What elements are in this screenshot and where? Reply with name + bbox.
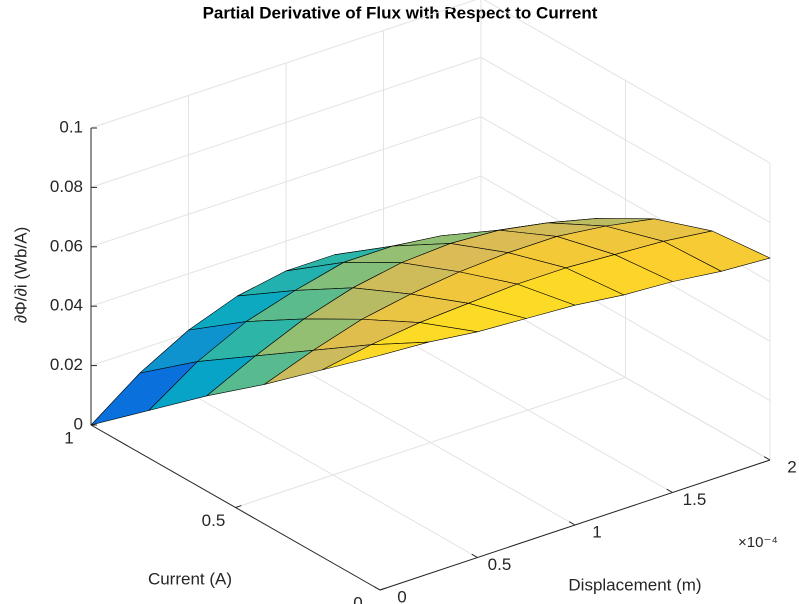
x-tick-label: 1.5	[683, 490, 707, 509]
x-tick-label: 1	[592, 522, 601, 541]
z-tick-label: 0.1	[59, 117, 83, 136]
y-tick-label: 0.5	[202, 511, 226, 530]
tick-mark	[235, 505, 242, 508]
x-tick-label: 0	[397, 587, 406, 604]
grid-line	[483, 0, 771, 164]
grid-line	[235, 377, 626, 508]
grid-line	[90, 0, 477, 129]
grid-line	[480, 294, 771, 461]
tick-mark	[763, 456, 771, 461]
x-axis-label: Displacement (m)	[568, 575, 701, 594]
x-multiplier: ×10⁻⁴	[738, 534, 778, 551]
tick-mark	[471, 553, 478, 558]
grid-line	[90, 116, 482, 248]
z-tick-label: 0.02	[50, 355, 83, 374]
z-tick-label: 0.04	[50, 296, 83, 315]
z-tick-label: 0.06	[50, 236, 83, 255]
chart-title: Partial Derivative of Flux with Respect …	[203, 3, 598, 22]
tick-mark	[379, 587, 387, 591]
z-axis-label: ∂Φ/∂i (Wb/A)	[11, 227, 30, 323]
y-axis-label: Current (A)	[148, 569, 232, 588]
y-tick-label: 0	[353, 593, 362, 604]
z-tick-label: 0.08	[50, 177, 83, 196]
tick-mark	[373, 586, 381, 591]
grid-line	[480, 56, 771, 223]
grid-line	[90, 56, 482, 188]
tick-mark	[568, 521, 576, 526]
tick-mark	[666, 488, 673, 493]
y-tick-label: 1	[64, 428, 73, 447]
z-tick-label: 0	[74, 414, 83, 433]
surface-face	[321, 341, 430, 371]
x-tick-label: 0.5	[488, 555, 512, 574]
x-tick-label: 2	[787, 457, 796, 476]
grid-line	[90, 175, 482, 307]
